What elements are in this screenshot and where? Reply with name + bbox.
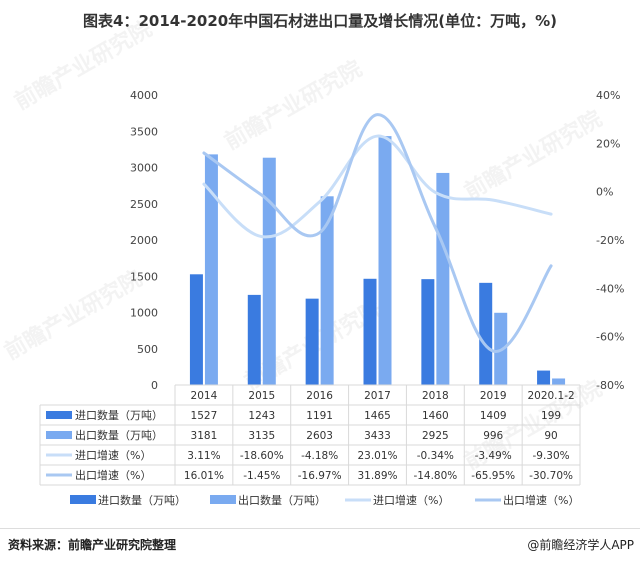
footer-source: 资料来源：前瞻产业研究院整理 bbox=[8, 538, 177, 552]
export-qty-bar bbox=[262, 157, 276, 385]
legend-swatch bbox=[210, 495, 236, 504]
import-growth-line bbox=[202, 134, 553, 239]
table-cell-value: -16.97% bbox=[298, 470, 342, 482]
chart-title: 图表4：2014-2020年中国石材进出口量及增长情况(单位：万吨，%) bbox=[83, 12, 557, 30]
y-left-tick-label: 2500 bbox=[130, 198, 158, 211]
watermark-text: 前瞻产业研究院 bbox=[220, 56, 366, 156]
table-cell-value: 16.01% bbox=[184, 470, 224, 482]
export-qty-bar bbox=[204, 154, 218, 385]
y-left-tick-label: 500 bbox=[137, 343, 158, 356]
import-qty-bar bbox=[363, 278, 377, 385]
y-left-tick-label: 3000 bbox=[130, 162, 158, 175]
table-row-swatch bbox=[46, 411, 72, 419]
table-cell-value: 1527 bbox=[191, 410, 218, 422]
table-cell-value: -3.49% bbox=[475, 450, 512, 462]
y-left-tick-label: 1000 bbox=[130, 307, 158, 320]
x-category-label: 2019 bbox=[480, 390, 507, 402]
legend-label: 出口数量（万吨） bbox=[238, 493, 326, 507]
legend-label: 出口增速（%） bbox=[503, 493, 579, 507]
table-cell-value: 23.01% bbox=[357, 450, 397, 462]
table-cell-value: -18.60% bbox=[240, 450, 284, 462]
import-qty-bar bbox=[247, 294, 261, 385]
import-qty-bar bbox=[479, 282, 493, 385]
table-cell-value: 996 bbox=[483, 430, 503, 442]
export-growth-line bbox=[202, 113, 553, 353]
table-cell-value: 1465 bbox=[364, 410, 391, 422]
table-cell-value: -30.70% bbox=[529, 470, 573, 482]
x-category-label: 2017 bbox=[364, 390, 391, 402]
x-category-label: 2014 bbox=[191, 390, 218, 402]
table-cell-value: 1243 bbox=[248, 410, 275, 422]
y-right-tick-label: 20% bbox=[596, 137, 620, 150]
table-row-label: 出口数量（万吨） bbox=[75, 428, 163, 442]
table-cell-value: -0.34% bbox=[417, 450, 454, 462]
import-qty-bar bbox=[305, 298, 319, 385]
y-left-tick-label: 2000 bbox=[130, 234, 158, 247]
watermark-text: 前瞻产业研究院 bbox=[460, 106, 606, 206]
table-cell-value: -14.80% bbox=[413, 470, 457, 482]
table-row-label: 进口增速（%） bbox=[75, 448, 151, 462]
table-cell-value: 1409 bbox=[480, 410, 507, 422]
table-cell-value: -9.30% bbox=[532, 450, 569, 462]
export-qty-bar bbox=[378, 136, 392, 385]
y-right-tick-label: -20% bbox=[596, 234, 624, 247]
watermark-text: 前瞻产业研究院 bbox=[0, 266, 146, 366]
x-category-label: 2016 bbox=[306, 390, 333, 402]
table-row-label: 进口数量（万吨） bbox=[75, 409, 163, 422]
export-qty-bar bbox=[436, 172, 450, 385]
x-category-label: 2018 bbox=[422, 390, 449, 402]
table-row-label: 出口增速（%） bbox=[75, 468, 151, 482]
table-cell-value: 1191 bbox=[306, 410, 333, 422]
table-cell-value: 3.11% bbox=[187, 450, 220, 462]
footer-brand: @前瞻经济学人APP bbox=[527, 538, 634, 552]
y-right-tick-label: 40% bbox=[596, 89, 620, 102]
table-cell-value: 90 bbox=[544, 430, 557, 442]
y-right-tick-label: -60% bbox=[596, 331, 624, 344]
legend-label: 进口增速（%） bbox=[373, 493, 449, 507]
table-cell-value: 3181 bbox=[191, 430, 218, 442]
legend-swatch bbox=[70, 495, 96, 504]
table-cell-value: 3433 bbox=[364, 430, 391, 442]
table-cell-value: -65.95% bbox=[471, 470, 515, 482]
y-right-tick-label: 0% bbox=[596, 186, 613, 199]
y-left-tick-label: 1500 bbox=[130, 270, 158, 283]
table-cell-value: 199 bbox=[541, 410, 561, 422]
table-cell-value: 31.89% bbox=[357, 470, 397, 482]
y-left-tick-label: 4000 bbox=[130, 89, 158, 102]
y-right-tick-label: -40% bbox=[596, 282, 624, 295]
y-right-tick-label: -80% bbox=[596, 379, 624, 392]
export-qty-bar bbox=[320, 196, 334, 385]
x-category-label: 2020.1-2 bbox=[527, 390, 574, 402]
x-category-label: 2015 bbox=[248, 390, 275, 402]
import-qty-bar bbox=[189, 274, 203, 385]
legend-label: 进口数量（万吨） bbox=[98, 494, 186, 507]
table-cell-value: -4.18% bbox=[301, 450, 338, 462]
y-left-tick-label: 0 bbox=[151, 379, 158, 392]
import-qty-bar bbox=[421, 279, 435, 385]
footer-divider bbox=[0, 528, 640, 529]
import-qty-bar bbox=[537, 370, 551, 385]
table-cell-value: 2925 bbox=[422, 430, 449, 442]
y-left-tick-label: 3500 bbox=[130, 125, 158, 138]
table-cell-value: 2603 bbox=[306, 430, 333, 442]
table-cell-value: 3135 bbox=[248, 430, 275, 442]
table-row-swatch bbox=[46, 431, 72, 439]
export-qty-bar bbox=[552, 378, 566, 385]
table-cell-value: -1.45% bbox=[243, 470, 280, 482]
table-cell-value: 1460 bbox=[422, 410, 449, 422]
